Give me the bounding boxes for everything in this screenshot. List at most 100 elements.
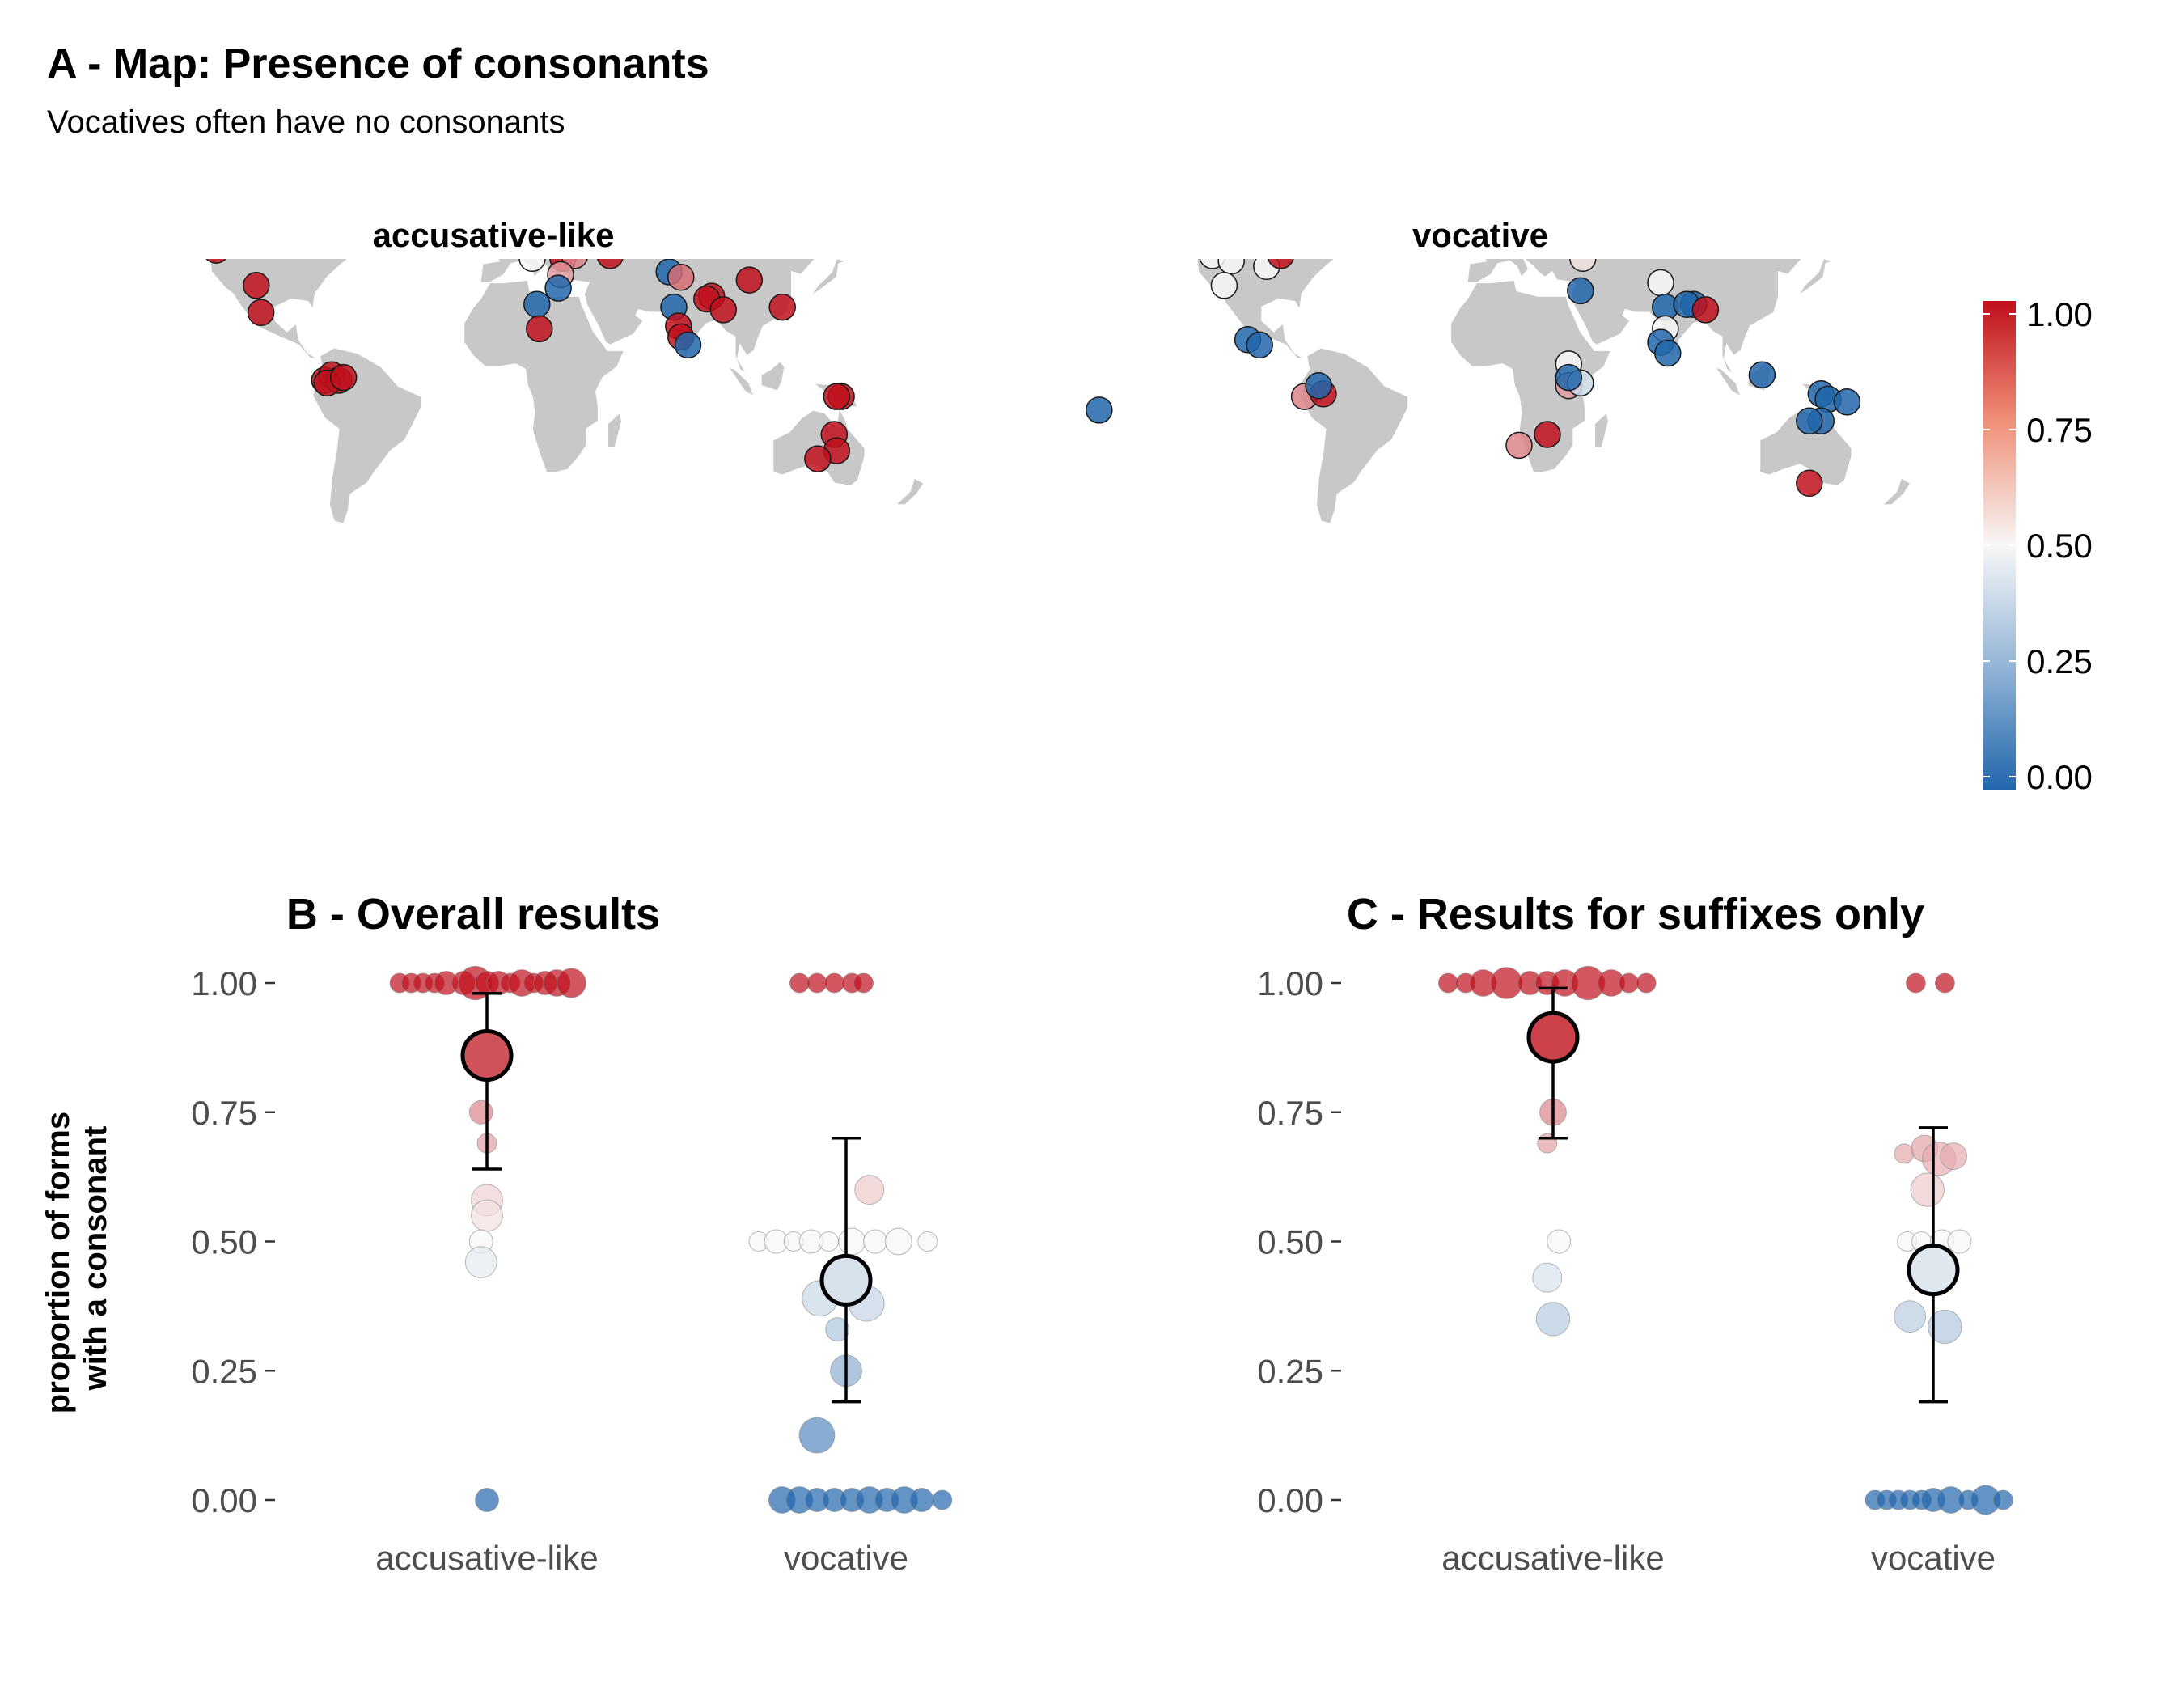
data-point [1947, 1229, 1972, 1254]
map-point [1086, 396, 1113, 424]
map-point [1246, 331, 1273, 359]
map-point [1805, 221, 1831, 247]
data-point [854, 1175, 885, 1205]
land-japan [810, 259, 849, 297]
color-legend: 1.00 0.75 0.50 0.25 0.00 [1983, 295, 2093, 796]
map-point [1534, 421, 1561, 448]
x-tick-label: vocative [784, 1539, 908, 1577]
map-point [1691, 296, 1720, 324]
mean-point [819, 1253, 873, 1307]
map-facet-title-vocative: vocative [1412, 216, 1548, 254]
world-land-accusative [210, 155, 925, 525]
data-point [818, 1231, 839, 1252]
y-tick-label: 1.00 [191, 964, 257, 1002]
map-point [1210, 272, 1238, 299]
map-point [768, 293, 796, 321]
y-tick-label: 0.50 [191, 1223, 257, 1261]
map-vocative [1086, 158, 1912, 525]
land-eurasia [1466, 259, 1803, 375]
data-point [863, 1229, 887, 1254]
data-point [824, 972, 845, 994]
data-point [1934, 972, 1955, 994]
map-point [1654, 339, 1682, 367]
data-point [884, 1227, 912, 1256]
land-madagascar [607, 411, 623, 449]
land-madagascar [1594, 411, 1610, 449]
data-point [1619, 972, 1640, 994]
land-arctic-islands [1208, 158, 1326, 185]
map-point [777, 232, 802, 258]
land-africa [1450, 279, 1612, 473]
map-point [597, 259, 624, 269]
y-axis-label-line-1: proportion of forms [40, 1112, 76, 1413]
map-point [1725, 191, 1751, 217]
data-point [932, 1489, 953, 1510]
y-tick-label: 1.00 [1257, 964, 1323, 1002]
y-axis-label: proportion of forms with a consonant [40, 1103, 113, 1413]
x-tick-label: accusative-like [1441, 1539, 1664, 1577]
map-points-accusative [205, 232, 855, 472]
map-point [1796, 469, 1823, 498]
map-point [329, 363, 358, 392]
map-point [804, 445, 832, 472]
x-tick-label: vocative [1871, 1539, 1996, 1577]
land-north-america [210, 259, 349, 359]
data-point [853, 972, 874, 994]
legend-tick-label: 0.00 [2026, 758, 2093, 796]
map-point [205, 259, 226, 264]
map-point [674, 331, 702, 359]
data-point [1905, 972, 1926, 994]
y-axis-label-line-2: with a consonant [78, 1126, 113, 1392]
data-point [464, 1246, 497, 1278]
map-point [1190, 215, 1216, 241]
map-point [1813, 205, 1839, 231]
data-point [1910, 1172, 1945, 1207]
world-land-vocative [1196, 158, 1912, 525]
mean-point [1907, 1244, 1960, 1297]
map-point [526, 315, 553, 343]
legend-tick-label: 1.00 [2026, 295, 2093, 333]
data-point [1547, 1229, 1572, 1254]
panel-b-title: B - Overall results [286, 890, 660, 938]
data-point [825, 1317, 850, 1342]
y-tick-label: 0.25 [191, 1352, 257, 1390]
map-point [823, 383, 851, 410]
land-arctic-islands [221, 158, 339, 185]
y-tick-label: 0.25 [1257, 1352, 1323, 1390]
panel-c-plot: 0.00 0.25 0.50 0.75 1.00 accusative-like vocat… [1257, 964, 2013, 1577]
land-greenland [334, 155, 457, 218]
data-point [1490, 967, 1523, 999]
x-tick-label: accusative-like [375, 1539, 598, 1577]
data-point [1928, 1309, 1962, 1345]
map-point [1213, 229, 1239, 255]
panel-c-title: C - Results for suffixes only [1347, 890, 1924, 938]
map-point [1569, 259, 1597, 273]
data-point [789, 972, 810, 994]
figure-subtitle: Vocatives often have no consonants [47, 104, 565, 140]
data-point [1894, 1300, 1927, 1333]
data-point [798, 1417, 836, 1454]
map-point [1567, 277, 1594, 305]
land-africa [463, 279, 625, 473]
data-point [471, 1199, 503, 1232]
map-point [1505, 431, 1533, 460]
map-point [1748, 361, 1776, 389]
data-point [909, 1488, 934, 1512]
data-point [1992, 1489, 2013, 1510]
panel-b-plot: 0.00 0.25 0.50 0.75 1.00 accusative-like vocat… [191, 964, 953, 1577]
data-point [475, 1488, 499, 1512]
data-point [806, 972, 827, 994]
y-tick-label: 0.75 [1257, 1094, 1323, 1132]
data-point [556, 968, 586, 998]
land-new-zealand [1881, 477, 1912, 506]
map-point [243, 272, 270, 299]
data-point [1894, 1143, 1915, 1164]
map-accusative-like [205, 155, 925, 525]
data-point [1636, 972, 1657, 994]
map-point [523, 290, 551, 318]
land-sumatra [726, 365, 756, 398]
land-new-zealand [894, 477, 925, 506]
land-japan [1797, 259, 1835, 297]
map-facet-title-accusative: accusative-like [373, 216, 615, 254]
